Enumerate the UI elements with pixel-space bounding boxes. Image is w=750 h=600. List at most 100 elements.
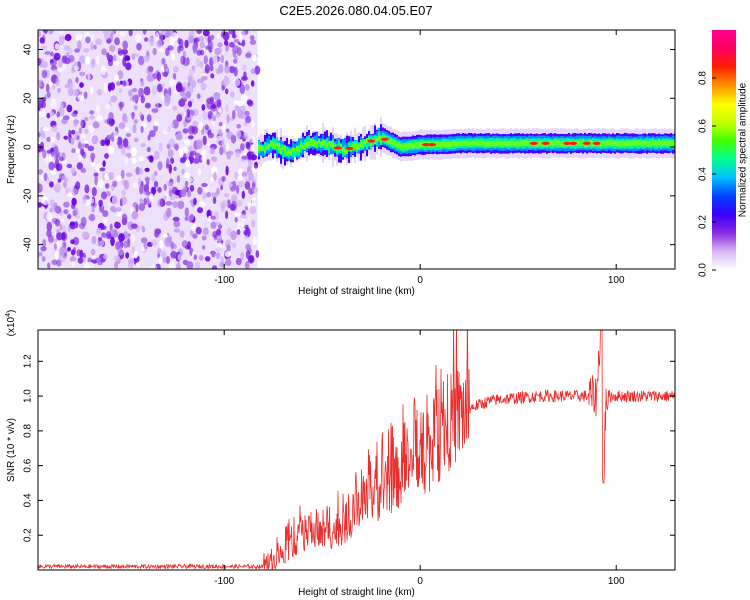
signal-band-cell (420, 142, 422, 148)
noise-speckle (50, 51, 54, 57)
signal-band-cell (556, 140, 558, 146)
noise-speckle (122, 138, 129, 148)
multiplier-close: ) (6, 310, 17, 313)
noise-speckle (49, 59, 54, 64)
noise-speckle (56, 232, 63, 241)
noise-speckle (240, 30, 247, 36)
signal-band-cell (274, 144, 276, 150)
noise-speckle (225, 88, 229, 95)
noise-speckle (185, 91, 192, 99)
noise-speckle (223, 76, 230, 86)
noise-speckle (150, 38, 154, 47)
signal-band-cell (300, 143, 302, 148)
noise-speckle (42, 96, 47, 102)
noise-speckle (177, 200, 185, 210)
noise-speckle (56, 241, 60, 249)
noise-speckle (63, 209, 69, 215)
noise-speckle (202, 227, 209, 236)
noise-speckle (41, 256, 46, 262)
noise-speckle (152, 85, 157, 96)
noise-speckle (163, 183, 167, 191)
noise-speckle (217, 42, 223, 48)
signal-band-cell (494, 141, 496, 147)
signal-band-cell (518, 141, 520, 147)
noise-speckle (147, 134, 151, 141)
noise-speckle (220, 184, 224, 191)
noise-speckle (102, 210, 109, 218)
noise-speckle (189, 151, 194, 158)
noise-speckle (70, 249, 76, 256)
signal-band-cell (656, 141, 658, 147)
noise-speckle (172, 105, 178, 111)
noise-speckle (135, 34, 142, 42)
noise-speckle (218, 108, 222, 114)
colorbar-tick-label: 0.6 (698, 119, 709, 133)
noise-speckle (72, 88, 79, 97)
noise-speckle (157, 198, 164, 207)
noise-speckle (102, 160, 106, 168)
noise-speckle (184, 39, 189, 49)
x-axis-label: Height of straight line (km) (298, 587, 415, 598)
noise-speckle (218, 122, 223, 127)
noise-speckle (110, 205, 116, 213)
noise-speckle (39, 37, 45, 44)
noise-speckle (179, 230, 185, 238)
signal-band-cell (278, 143, 280, 151)
noise-speckle (157, 248, 162, 255)
noise-speckle (46, 212, 53, 221)
noise-speckle (108, 112, 114, 121)
noise-speckle (228, 182, 233, 188)
noise-speckle (83, 48, 90, 53)
noise-speckle (212, 196, 217, 205)
noise-speckle (54, 250, 59, 260)
signal-band-cell (630, 141, 632, 147)
signal-band-cell (418, 142, 420, 148)
x-tick-label: 0 (417, 576, 423, 587)
signal-band-cell (396, 142, 398, 148)
noise-speckle (224, 251, 231, 258)
signal-band-cell (520, 140, 522, 146)
signal-band-cell (408, 143, 410, 149)
noise-speckle (167, 149, 174, 158)
noise-speckle (91, 187, 97, 197)
noise-speckle (245, 84, 250, 91)
noise-speckle (59, 255, 67, 263)
noise-speckle (41, 69, 48, 79)
x-tick-label: 100 (608, 275, 625, 286)
signal-band-cell (370, 140, 372, 146)
noise-speckle (186, 108, 191, 119)
noise-speckle (232, 50, 237, 58)
noise-speckle (67, 87, 74, 97)
noise-speckle (197, 207, 203, 214)
noise-speckle (251, 135, 255, 144)
noise-speckle (156, 71, 162, 82)
noise-speckle (200, 156, 205, 162)
signal-band-cell (290, 150, 292, 156)
signal-band-cell (620, 140, 622, 147)
signal-band-cell (324, 140, 326, 146)
signal-band-cell (294, 148, 296, 154)
noise-speckle (234, 105, 240, 112)
noise-speckle (56, 67, 64, 73)
noise-speckle (159, 32, 164, 42)
noise-speckle (143, 197, 147, 206)
noise-speckle (116, 136, 123, 145)
noise-speckle (70, 167, 76, 175)
signal-band-cell (670, 140, 672, 147)
noise-speckle (196, 30, 203, 35)
signal-band-cell (628, 140, 630, 146)
noise-speckle (118, 101, 125, 109)
noise-speckle (45, 83, 50, 93)
noise-speckle (106, 134, 112, 140)
signal-band-cell (472, 140, 474, 146)
noise-speckle (57, 58, 64, 68)
noise-speckle (148, 65, 154, 73)
noise-speckle (39, 107, 46, 118)
noise-speckle (206, 159, 210, 166)
noise-speckle (189, 68, 196, 75)
noise-speckle (42, 238, 47, 248)
plot-frame (37, 29, 676, 270)
noise-speckle (112, 60, 120, 66)
noise-speckle (173, 220, 181, 228)
signal-band-cell (414, 142, 416, 148)
